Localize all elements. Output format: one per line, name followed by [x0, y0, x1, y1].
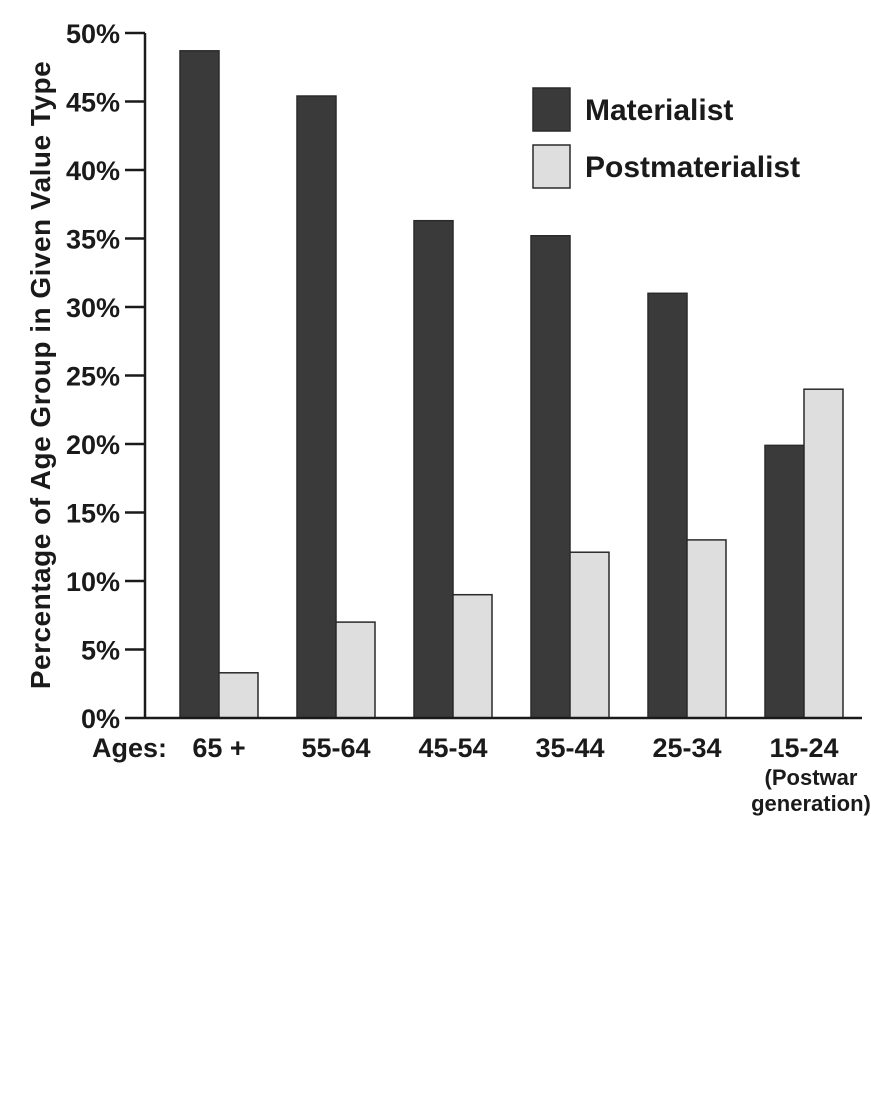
legend-swatch-postmaterialist [532, 144, 571, 189]
legend-label-materialist: Materialist [585, 94, 733, 127]
legend: Materialist Postmaterialist [532, 87, 800, 189]
x-tick-label: 65 + [192, 733, 245, 763]
y-axis-title: Percentage of Age Group in Given Value T… [25, 61, 56, 689]
bar-postmaterialist-3 [569, 551, 610, 719]
bar-postmaterialist-4 [686, 539, 727, 719]
y-tick-label: 10% [66, 567, 120, 597]
x-tick-label: 55-64 [301, 733, 370, 763]
x-tick-label: 15-24 [769, 733, 838, 763]
labels-layer: 0% 5% 10% 15% 20% 25% 30% 35% 40% 45% 50% Ages: 65 +… [25, 19, 871, 816]
x-tick-label: 35-44 [535, 733, 604, 763]
x-tick-label: 45-54 [418, 733, 487, 763]
x-tick-sublabel: (Postwar [765, 765, 858, 790]
bars-layer [179, 50, 844, 719]
y-tick-label: 45% [66, 88, 120, 118]
y-tick-label: 25% [66, 362, 120, 392]
y-tick-label: 40% [66, 156, 120, 186]
bar-postmaterialist-1 [335, 621, 376, 719]
legend-swatch-materialist [532, 87, 571, 132]
bar-materialist-2 [413, 219, 454, 719]
bar-materialist-4 [647, 292, 688, 719]
bar-materialist-5 [764, 444, 805, 719]
y-tick-label: 30% [66, 293, 120, 323]
bar-materialist-0 [179, 50, 220, 719]
x-tick-sublabel: generation) [751, 791, 871, 816]
x-axis-prefix: Ages: [92, 733, 167, 763]
axes-layer [125, 31, 862, 720]
bar-materialist-3 [530, 235, 571, 719]
y-tick-label: 50% [66, 19, 120, 49]
y-tick-label: 15% [66, 499, 120, 529]
y-tick-label: 5% [81, 636, 120, 666]
x-tick-label: 25-34 [652, 733, 721, 763]
legend-label-postmaterialist: Postmaterialist [585, 151, 800, 184]
y-tick-label: 35% [66, 225, 120, 255]
bar-postmaterialist-5 [803, 388, 844, 719]
y-tick-label: 0% [81, 704, 120, 734]
y-tick-label: 20% [66, 430, 120, 460]
bar-materialist-1 [296, 95, 337, 719]
bar-postmaterialist-2 [452, 593, 493, 719]
bar-postmaterialist-0 [218, 672, 259, 719]
